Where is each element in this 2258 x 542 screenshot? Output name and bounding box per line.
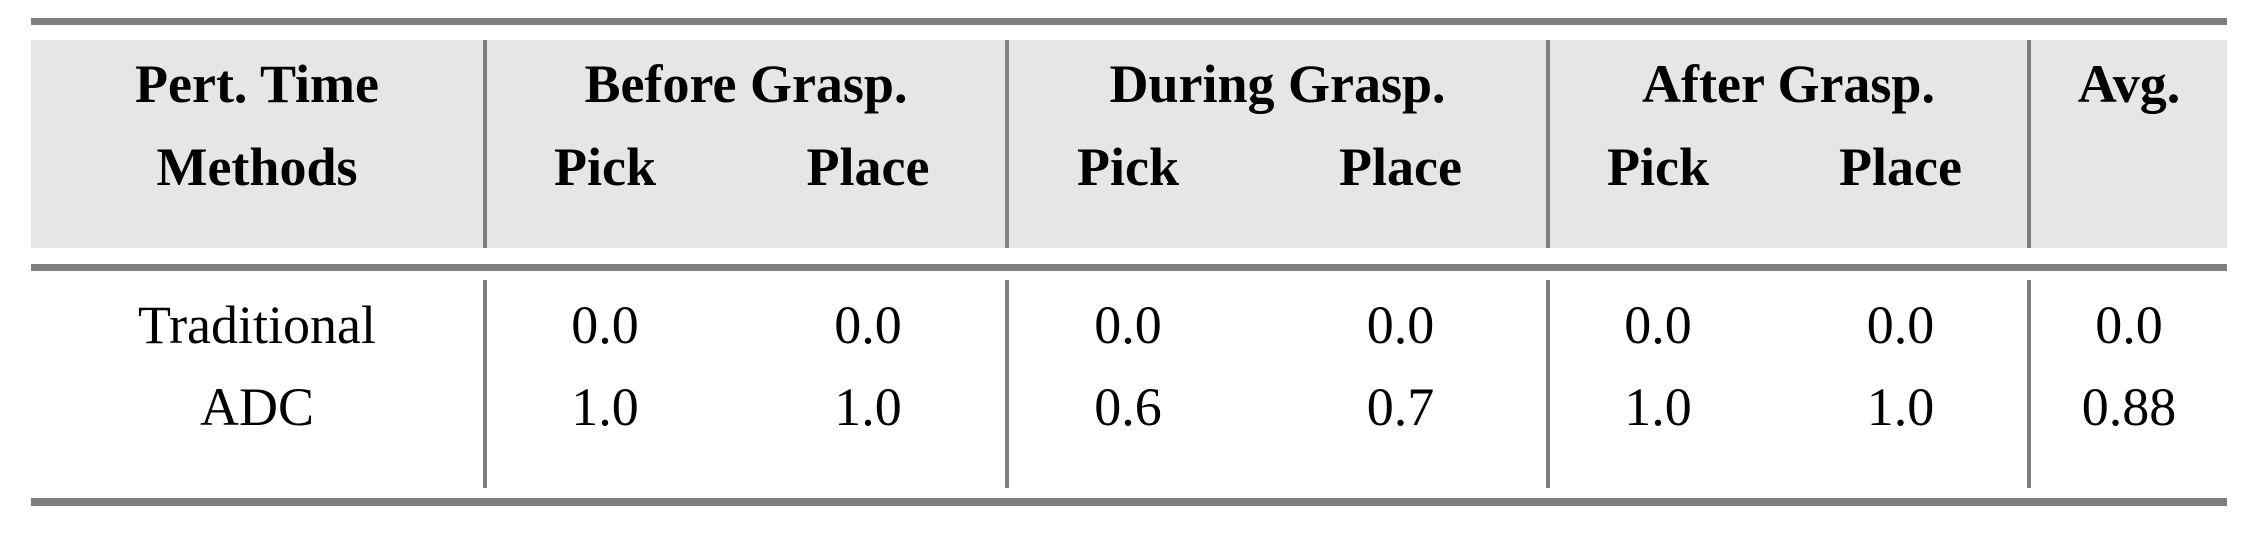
header-after-pick: Pick [1607, 137, 1709, 197]
column-separator-3-body [1546, 280, 1550, 488]
header-before-pick: Pick [554, 137, 656, 197]
column-separator-3-header [1546, 40, 1550, 248]
table-mid-rule [31, 264, 2227, 271]
column-separator-1-body [483, 280, 487, 488]
cell-adc-during-pick: 0.6 [1094, 377, 1162, 437]
header-group-before-grasp: Before Grasp. [584, 54, 908, 114]
cell-adc-after-pick: 1.0 [1624, 377, 1692, 437]
row-label-traditional: Traditional [137, 295, 377, 355]
header-stub-line1: Pert. Time [135, 54, 379, 114]
column-separator-2-header [1005, 40, 1009, 248]
cell-traditional-during-pick: 0.0 [1094, 295, 1162, 355]
cell-adc-during-place: 0.7 [1366, 377, 1435, 437]
table-header-background [31, 40, 2227, 248]
header-group-after-grasp: After Grasp. [1642, 54, 1935, 114]
header-stub-line2: Methods [156, 137, 358, 197]
column-separator-4-header [2027, 40, 2031, 248]
header-during-place: Place [1339, 137, 1462, 197]
cell-traditional-before-pick: 0.0 [571, 295, 639, 355]
cell-traditional-avg: 0.0 [2095, 295, 2163, 355]
column-separator-4-body [2027, 280, 2031, 488]
cell-traditional-before-place: 0.0 [834, 295, 902, 355]
cell-traditional-after-pick: 0.0 [1624, 295, 1692, 355]
cell-traditional-during-place: 0.0 [1366, 295, 1435, 355]
column-separator-1-header [483, 40, 487, 248]
cell-traditional-after-place: 0.0 [1866, 295, 1935, 355]
column-separator-2-body [1005, 280, 1009, 488]
cell-adc-before-pick: 1.0 [571, 377, 639, 437]
header-after-place: Place [1839, 137, 1962, 197]
header-avg: Avg. [2077, 54, 2181, 114]
cell-adc-avg: 0.88 [2081, 377, 2177, 437]
header-group-during-grasp: During Grasp. [1109, 54, 1446, 114]
cell-adc-after-place: 1.0 [1866, 377, 1935, 437]
table-top-rule [31, 18, 2227, 25]
header-during-pick: Pick [1077, 137, 1179, 197]
cell-adc-before-place: 1.0 [834, 377, 902, 437]
header-before-place: Place [806, 137, 930, 197]
table-bottom-rule [31, 498, 2227, 506]
row-label-adc: ADC [199, 377, 314, 437]
